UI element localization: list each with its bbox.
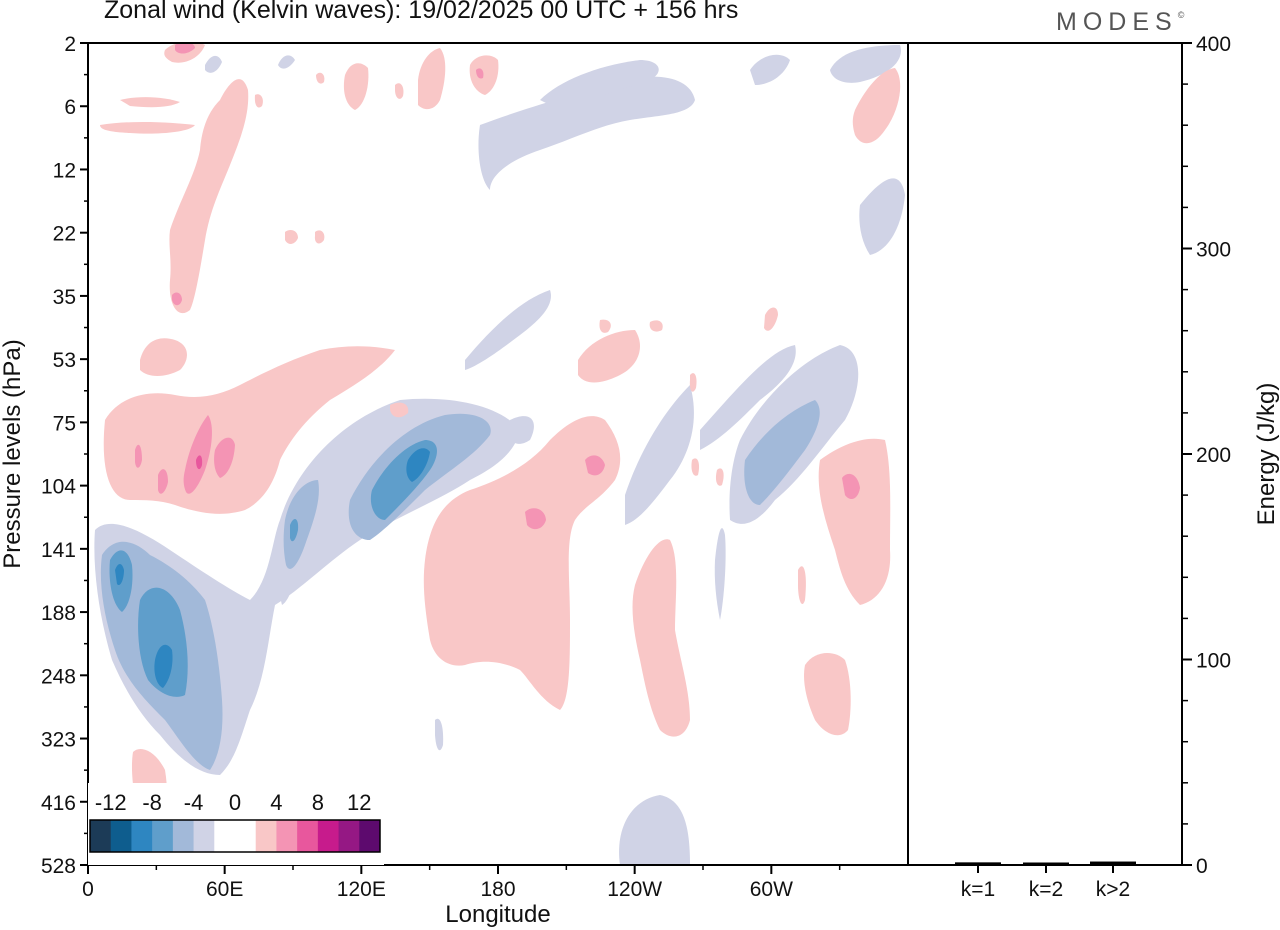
x-axis-label: Longitude (445, 901, 550, 928)
colorbar-label: 0 (229, 790, 241, 815)
negative-vstrong-contours (115, 448, 430, 688)
colorbar-bin (90, 820, 112, 852)
colorbar-bin (317, 820, 340, 852)
energy-tick-label: 400 (1196, 33, 1231, 56)
y-tick-label: 141 (41, 539, 76, 562)
contour-field (94, 43, 905, 865)
energy-tick-label: 200 (1196, 444, 1231, 467)
y-tick-label: 35 (53, 286, 76, 309)
colorbar-bin (110, 820, 132, 852)
energy-category-label: k>2 (1096, 878, 1130, 901)
y-tick-label: 104 (41, 476, 76, 499)
colorbar-label: -4 (184, 790, 204, 815)
colorbar: -12 -8 -4 0 4 8 12 (88, 783, 384, 865)
y-tick-label: 248 (41, 665, 76, 688)
colorbar-label: 4 (270, 790, 282, 815)
chart-title: Zonal wind (Kelvin waves): 19/02/2025 00… (104, 0, 739, 24)
colorbar-bin (297, 820, 319, 852)
colorbar-bin (131, 820, 153, 852)
colorbar-label: 12 (347, 790, 371, 815)
brand-name: MODES (1056, 8, 1178, 36)
energy-tick-label: 300 (1196, 239, 1231, 262)
energy-bar (1023, 862, 1069, 864)
x-tick-label: 60W (750, 878, 793, 901)
energy-tick-label: 100 (1196, 650, 1231, 673)
y-tick-label: 528 (41, 855, 76, 878)
brand-mark: © (1177, 10, 1185, 20)
brand-logo: MODES© (1056, 8, 1184, 37)
colorbar-bin (214, 820, 236, 852)
colorbar-bin (235, 820, 257, 852)
energy-bars: k=1 k=2 k>2 (955, 861, 1136, 901)
energy-tick-label: 0 (1196, 855, 1208, 878)
y-tick-label: 188 (41, 602, 76, 625)
y-tick-label: 2 (64, 33, 76, 56)
x-tick-label: 120E (337, 878, 386, 901)
y-tick-label: 416 (41, 792, 76, 815)
x-tick-label: 120W (607, 878, 662, 901)
colorbar-bin (193, 820, 215, 852)
y-tick-label: 75 (53, 412, 76, 435)
x-axis-longitude: 0 60E 120E 180 120W 60W (82, 865, 841, 901)
energy-bar (1090, 861, 1136, 864)
x-tick-label: 60E (206, 878, 243, 901)
colorbar-bin (152, 820, 174, 852)
y-tick-label: 323 (41, 729, 76, 752)
colorbar-label: 8 (312, 790, 324, 815)
positive-strong-contours (196, 455, 203, 470)
y-tick-label: 53 (53, 349, 76, 372)
colorbar-bin (172, 820, 195, 852)
colorbar-label: -12 (95, 790, 127, 815)
energy-y-axis: 0 100 200 300 400 (1182, 33, 1231, 878)
colorbar-bin (338, 820, 360, 852)
colorbar-bin (276, 820, 298, 852)
y-axis-label: Pressure levels (hPa) (0, 339, 26, 568)
colorbar-bin (359, 820, 381, 852)
positive-weak-contours (100, 43, 901, 865)
energy-panel-frame (907, 42, 1183, 866)
x-tick-label: 180 (480, 878, 515, 901)
energy-category-label: k=1 (961, 878, 995, 901)
energy-axis-label: Energy (J/kg) (1253, 383, 1280, 526)
colorbar-label: -8 (142, 790, 162, 815)
energy-category-label: k=2 (1029, 878, 1063, 901)
positive-mid-contours (135, 43, 860, 530)
y-tick-label: 22 (53, 223, 76, 246)
energy-bar (955, 862, 1001, 864)
colorbar-frame (89, 819, 381, 853)
y-tick-label: 6 (64, 96, 76, 119)
y-axis-pressure: 2 6 12 22 35 53 75 104 141 188 248 323 416 528 (41, 33, 88, 878)
x-tick-label: 0 (82, 878, 94, 901)
colorbar-bin (255, 820, 277, 852)
y-tick-label: 12 (53, 159, 76, 182)
